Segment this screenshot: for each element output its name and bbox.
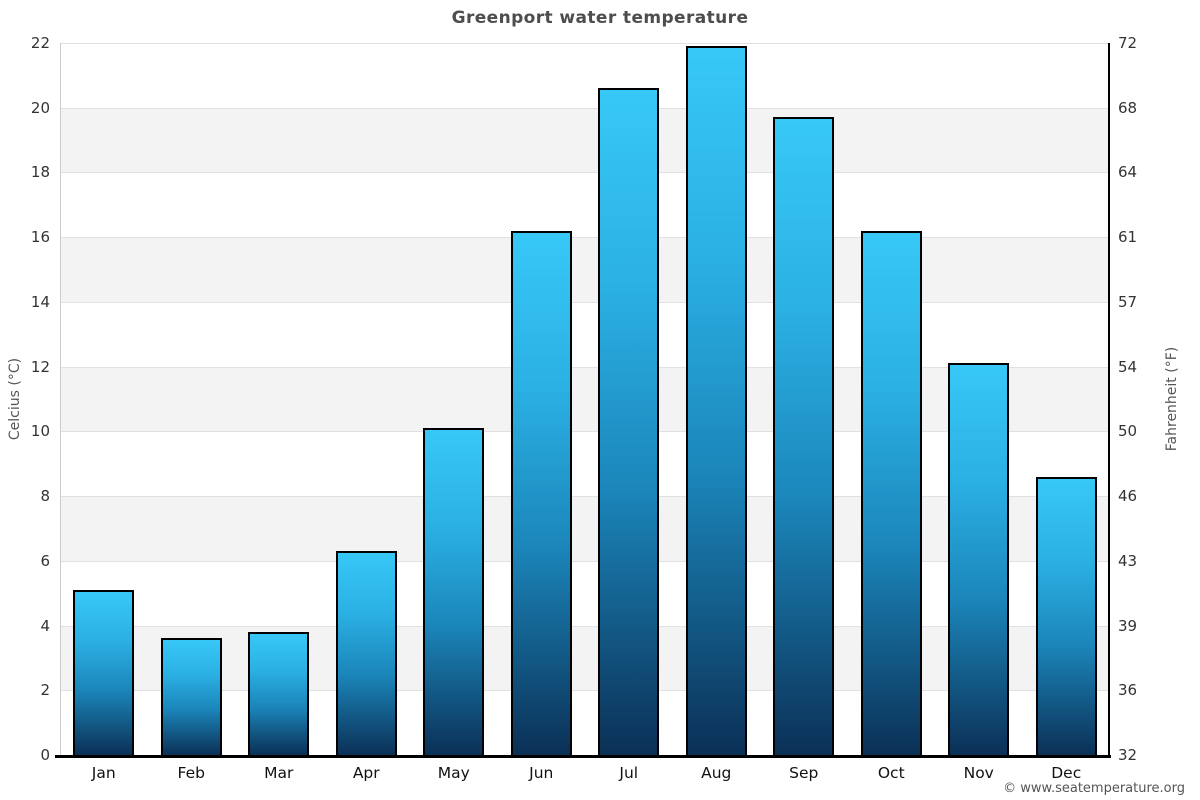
fahrenheit-tick-72: 72 — [1118, 34, 1138, 52]
gridline — [60, 431, 1110, 432]
chart-title: Greenport water temperature — [451, 8, 749, 28]
celsius-tick-8: 8 — [40, 487, 50, 506]
gridline — [60, 302, 1110, 303]
celsius-tick-12: 12 — [30, 357, 50, 376]
celsius-tick-10: 10 — [30, 422, 50, 441]
gridline — [60, 367, 1110, 368]
plot-band — [60, 172, 1110, 237]
month-label-jun: Jun — [529, 764, 554, 782]
bottom-axis-line — [55, 755, 1111, 758]
month-label-jul: Jul — [619, 764, 639, 782]
fahrenheit-tick-43: 43 — [1118, 551, 1138, 570]
fahrenheit-tick-32: 32 — [1118, 746, 1138, 764]
bar-dec — [1036, 477, 1097, 755]
month-label-jan: Jan — [91, 764, 116, 782]
month-label-mar: Mar — [264, 764, 294, 782]
bar-jul — [598, 88, 659, 755]
month-label-apr: Apr — [352, 764, 380, 782]
plot-band — [60, 237, 1110, 302]
bar-feb — [161, 638, 222, 755]
celsius-tick-22: 22 — [30, 34, 50, 52]
celsius-tick-20: 20 — [30, 98, 50, 117]
bar-sep — [773, 117, 834, 755]
month-label-dec: Dec — [1051, 764, 1082, 782]
fahrenheit-tick-39: 39 — [1118, 616, 1138, 635]
celsius-tick-0: 0 — [40, 746, 50, 764]
fahrenheit-tick-61: 61 — [1118, 228, 1138, 247]
month-label-aug: Aug — [701, 764, 732, 782]
gridline — [60, 561, 1110, 562]
celsius-tick-4: 4 — [40, 616, 50, 635]
left-axis-spine — [60, 43, 61, 755]
plot-band — [60, 302, 1110, 367]
gridline — [60, 237, 1110, 238]
celsius-tick-14: 14 — [30, 292, 50, 311]
fahrenheit-tick-68: 68 — [1118, 98, 1138, 117]
month-label-oct: Oct — [877, 764, 905, 782]
gridline — [60, 108, 1110, 109]
gridline — [60, 690, 1110, 691]
plot-area — [60, 43, 1110, 755]
gridline — [60, 496, 1110, 497]
bar-oct — [861, 231, 922, 755]
fahrenheit-tick-54: 54 — [1118, 357, 1138, 376]
fahrenheit-tick-36: 36 — [1118, 681, 1138, 700]
month-label-nov: Nov — [963, 764, 994, 782]
gridline — [60, 172, 1110, 173]
bar-jan — [73, 590, 134, 755]
fahrenheit-tick-64: 64 — [1118, 163, 1138, 182]
bar-may — [423, 428, 484, 755]
plot-band — [60, 107, 1110, 173]
celsius-tick-18: 18 — [30, 163, 50, 182]
month-label-feb: Feb — [177, 764, 205, 782]
plot-band — [60, 366, 1110, 432]
celsius-tick-2: 2 — [40, 681, 50, 700]
plot-band — [60, 625, 1110, 691]
celsius-tick-6: 6 — [40, 551, 50, 570]
bar-nov — [948, 363, 1009, 755]
month-label-may: May — [437, 764, 470, 782]
month-label-sep: Sep — [789, 764, 819, 782]
fahrenheit-tick-50: 50 — [1118, 422, 1138, 441]
fahrenheit-tick-57: 57 — [1118, 292, 1138, 311]
right-axis-spine — [1108, 43, 1110, 755]
plot-band — [60, 496, 1110, 561]
copyright-text: © www.seatemperature.org — [1003, 781, 1185, 796]
bar-jun — [511, 231, 572, 755]
plot-band — [60, 43, 1110, 108]
bar-mar — [248, 632, 309, 755]
gridline — [60, 626, 1110, 627]
gridline — [60, 43, 1110, 44]
fahrenheit-tick-46: 46 — [1118, 487, 1138, 506]
celsius-tick-16: 16 — [30, 228, 50, 247]
bar-apr — [336, 551, 397, 755]
bar-aug — [686, 46, 747, 755]
